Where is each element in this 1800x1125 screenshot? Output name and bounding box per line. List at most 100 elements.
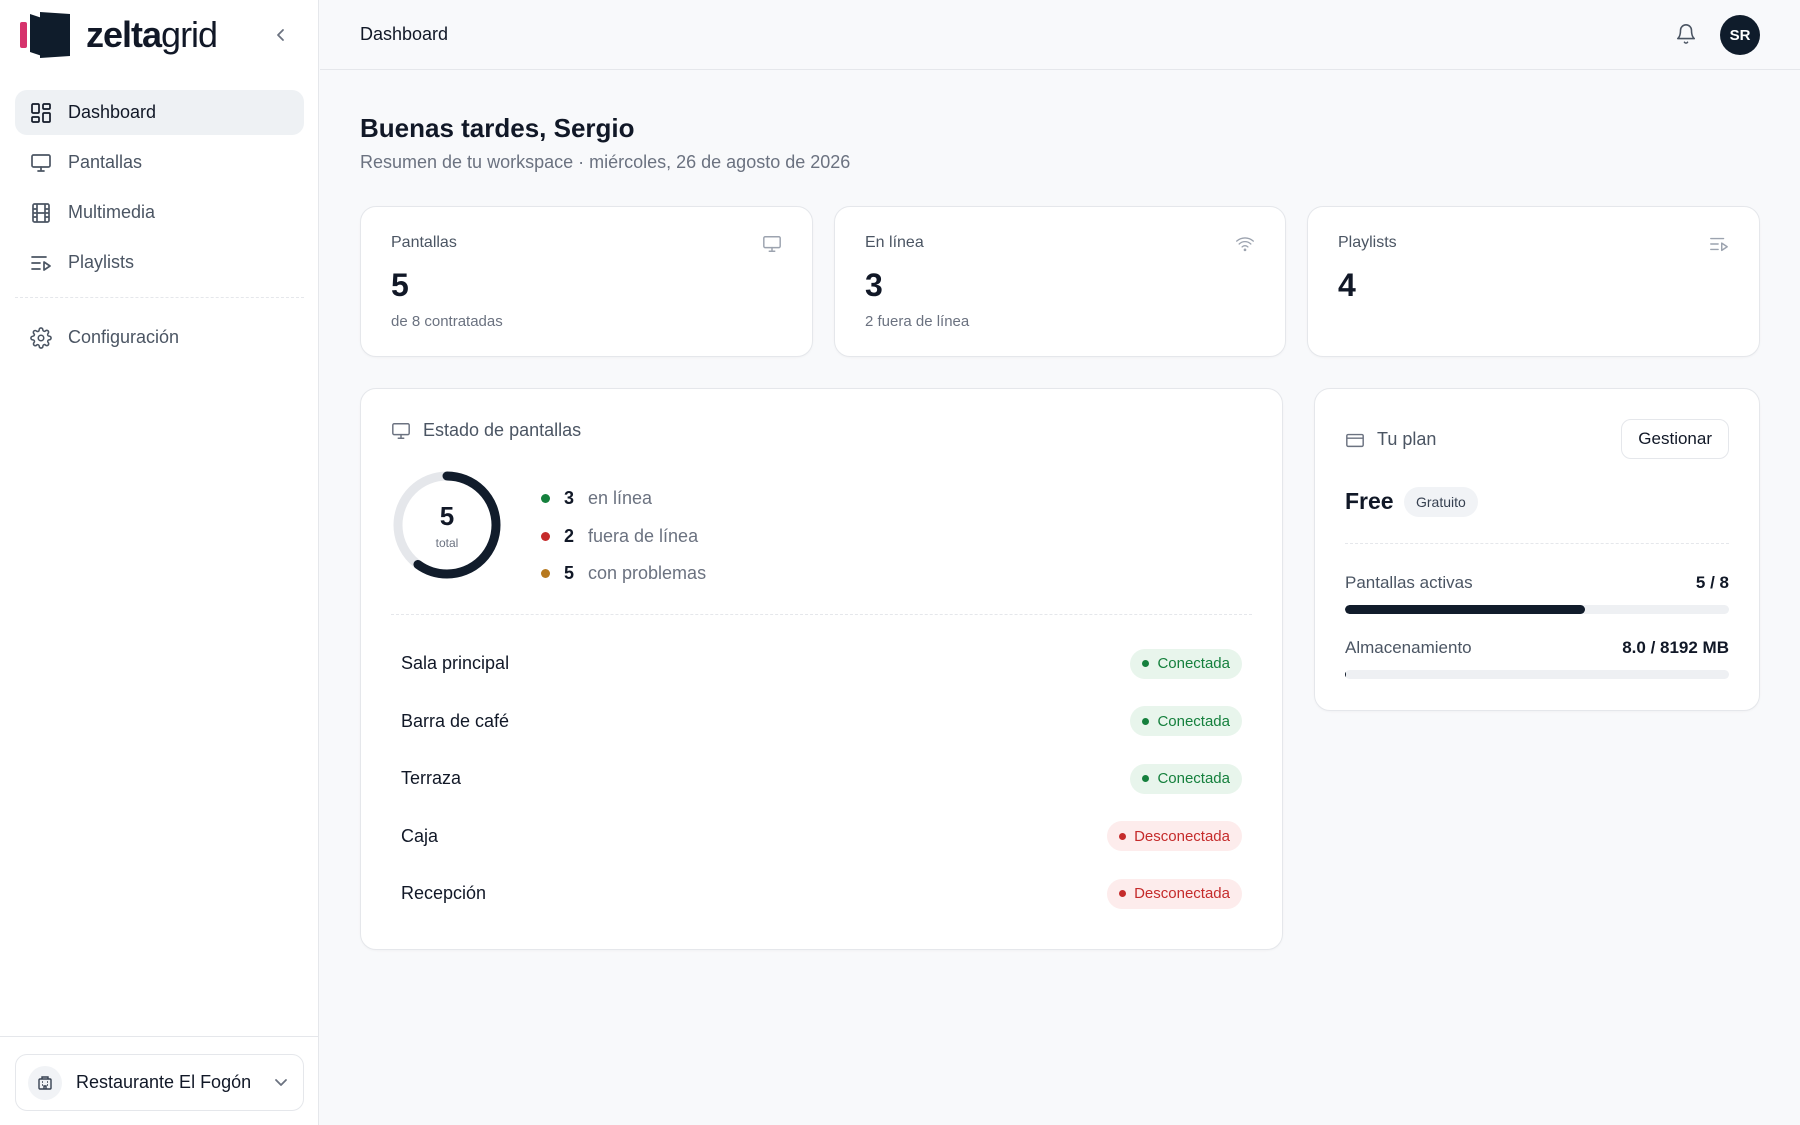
active-screens-meter [1345, 605, 1729, 614]
credit-card-icon [1346, 433, 1364, 447]
status-donut-chart [393, 471, 501, 579]
sidebar-item-multimedia[interactable]: Multimedia [15, 190, 304, 235]
sidebar-item-label: Playlists [68, 252, 135, 272]
screen-status-header: Estado de pantallas [391, 420, 581, 441]
legend-count: 3 [564, 488, 575, 509]
wifi-icon [1236, 237, 1254, 252]
sidebar-item-dashboard[interactable]: Dashboard [15, 90, 304, 135]
greeting-heading: Buenas tardes, Sergio [360, 113, 635, 143]
meter-label: Almacenamiento [1345, 638, 1472, 657]
brand-logo-icon [20, 12, 70, 58]
status-badge: Desconectada [1107, 878, 1242, 909]
status-badge-label: Conectada [1157, 655, 1230, 673]
collapse-sidebar-button[interactable] [268, 22, 294, 48]
stat-value: 4 [1338, 267, 1356, 303]
film-icon [32, 202, 50, 223]
legend-label: en línea [588, 488, 653, 509]
status-badge-label: Desconectada [1134, 827, 1230, 845]
sidebar-item-label: Pantallas [68, 152, 143, 172]
screen-list: Sala principal Conectada Barra de café C… [391, 635, 1242, 923]
sidebar-item-pantallas[interactable]: Pantallas [15, 140, 304, 185]
brand-name-light: grid [161, 14, 218, 55]
screen-status-card: Estado de pantallas 5 total 3 en línea 2… [360, 388, 1283, 950]
screen-row[interactable]: Recepción Desconectada [391, 865, 1242, 923]
stat-label: Playlists [1338, 234, 1397, 251]
donut-total-value: 5 [439, 501, 455, 531]
status-dot [1142, 717, 1150, 725]
stat-card-playlists: Playlists 4 [1307, 206, 1760, 357]
screen-row[interactable]: Caja Desconectada [391, 808, 1242, 866]
legend-label: con problemas [588, 563, 707, 584]
screen-status-title: Estado de pantallas [423, 420, 582, 440]
screen-name: Barra de café [401, 710, 510, 731]
legend-dot [541, 494, 550, 504]
page-title: Dashboard [360, 24, 449, 44]
status-badge-label: Desconectada [1134, 885, 1230, 903]
stat-value: 5 [391, 267, 409, 303]
screen-name: Sala principal [401, 653, 510, 674]
legend-item-online: 3 en línea [541, 480, 706, 518]
monitor-icon [763, 236, 781, 252]
status-badge-label: Conectada [1157, 712, 1230, 730]
plan-title: Tu plan [1377, 429, 1437, 449]
meter-value: 8.0 / 8192 MB [1622, 638, 1729, 657]
stat-value: 3 [865, 267, 883, 303]
playlist-icon [31, 255, 51, 271]
brand: zeltagrid [20, 12, 300, 58]
status-badge: Desconectada [1107, 821, 1242, 852]
stat-subtext: 2 fuera de línea [865, 313, 970, 330]
workspace-name: Restaurante El Fogón [76, 1072, 252, 1092]
workspace-section: Restaurante El Fogón [0, 1036, 319, 1125]
legend-dot [541, 531, 550, 541]
gear-icon [30, 326, 52, 349]
sidebar-item-configuracion[interactable]: Configuración [15, 315, 304, 360]
dashboard-icon [31, 102, 51, 123]
sidebar-nav: Dashboard Pantallas Multimedia Playlists… [15, 90, 304, 365]
building-icon [28, 1065, 62, 1100]
plan-divider [1345, 543, 1729, 544]
status-badge-label: Conectada [1157, 770, 1230, 788]
screen-row[interactable]: Sala principal Conectada [391, 635, 1242, 693]
plan-card: Tu plan Gestionar Free Gratuito Pantalla… [1314, 388, 1760, 711]
sidebar: zeltagrid Dashboard Pantallas Multimedia… [0, 0, 319, 1125]
status-badge: Conectada [1130, 648, 1242, 679]
sidebar-item-playlists[interactable]: Playlists [15, 240, 304, 285]
plan-header: Tu plan [1345, 429, 1436, 450]
notifications-button[interactable] [1675, 23, 1697, 45]
legend-item-problems: 5 con problemas [541, 555, 706, 593]
meter-fill [1345, 605, 1585, 614]
legend-label: fuera de línea [588, 525, 699, 546]
screen-name: Caja [401, 825, 439, 846]
nav-divider [15, 297, 304, 298]
plan-badge: Gratuito [1404, 487, 1478, 517]
manage-plan-button[interactable]: Gestionar [1621, 419, 1729, 459]
status-dot [1119, 890, 1127, 898]
status-badge: Conectada [1130, 763, 1242, 794]
status-divider [391, 614, 1252, 615]
playlist-icon [1710, 237, 1728, 252]
user-avatar[interactable]: SR [1720, 15, 1760, 55]
screen-name: Recepción [401, 883, 487, 904]
storage-meter [1345, 670, 1729, 679]
top-bar: Dashboard SR [320, 0, 1800, 70]
sidebar-item-label: Multimedia [68, 202, 156, 222]
workspace-summary-subtitle: Resumen de tu workspace · miércoles, 26 … [360, 152, 851, 172]
screen-row[interactable]: Barra de café Conectada [391, 693, 1242, 751]
workspace-switcher[interactable]: Restaurante El Fogón [15, 1054, 304, 1111]
screen-row[interactable]: Terraza Conectada [391, 750, 1242, 808]
monitor-icon [392, 422, 410, 439]
stat-card-pantallas: Pantallas 5 de 8 contratadas [360, 206, 813, 357]
status-badge: Conectada [1130, 706, 1242, 737]
stat-card-en-linea: En línea 3 2 fuera de línea [834, 206, 1286, 357]
chevron-left-icon [277, 29, 284, 41]
donut-total-label: total [435, 536, 459, 550]
status-dot [1119, 832, 1127, 840]
screen-name: Terraza [401, 768, 462, 789]
stat-label: Pantallas [391, 234, 457, 251]
legend-count: 2 [564, 525, 575, 546]
monitor-icon [31, 153, 51, 172]
legend-item-offline: 2 fuera de línea [541, 518, 706, 556]
sidebar-item-label: Dashboard [68, 102, 157, 122]
status-dot [1142, 775, 1150, 783]
brand-name: zeltagrid [86, 14, 218, 55]
